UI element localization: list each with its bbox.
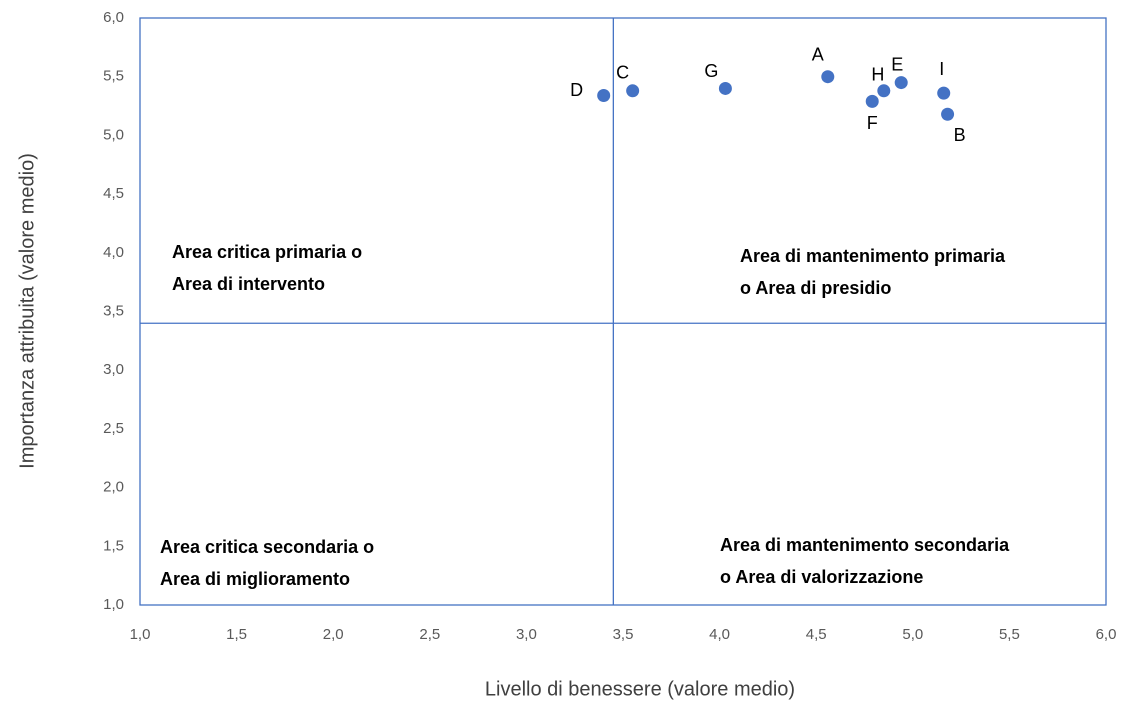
quadrant-label: Area di mantenimento primaria	[740, 246, 1006, 266]
x-tick-label: 3,5	[613, 626, 634, 643]
x-tick-label: 6,0	[1096, 626, 1117, 643]
point-label: F	[867, 113, 878, 133]
point	[821, 70, 835, 84]
point	[937, 86, 951, 100]
quadrant-label: Area di intervento	[172, 274, 325, 294]
y-tick-label: 3,5	[103, 302, 124, 319]
point-label: G	[704, 61, 718, 81]
quadrant-label: Area critica secondaria o	[160, 537, 374, 557]
point-label: I	[939, 59, 944, 79]
point-label: E	[891, 54, 903, 74]
x-tick-label: 3,0	[516, 626, 537, 643]
quadrant-label: Area di miglioramento	[160, 569, 350, 589]
point	[597, 88, 611, 102]
point	[865, 94, 879, 108]
plot-frame	[139, 17, 1107, 606]
point-label: A	[812, 44, 824, 64]
x-tick-label: 2,5	[419, 626, 440, 643]
y-tick-label: 3,0	[103, 361, 124, 378]
y-axis-title: Importanza attribuita (valore medio)	[16, 153, 38, 469]
y-tick-label: 2,0	[103, 479, 124, 496]
x-tick-label: 5,5	[999, 626, 1020, 643]
x-tick-label: 1,5	[226, 626, 247, 643]
y-tick-label: 1,5	[103, 537, 124, 554]
x-tick-label: 4,5	[806, 626, 827, 643]
quadrant-label: Area di mantenimento secondaria	[720, 535, 1010, 555]
y-tick-label: 4,0	[103, 244, 124, 261]
y-tick-label: 2,5	[103, 420, 124, 437]
y-tick-label: 5,5	[103, 68, 124, 85]
point	[894, 76, 908, 90]
quadrant-label: o Area di valorizzazione	[720, 567, 923, 587]
quadrant-label: o Area di presidio	[740, 278, 891, 298]
point-label: C	[616, 63, 629, 83]
point	[626, 84, 640, 98]
x-tick-label: 2,0	[323, 626, 344, 643]
point	[718, 81, 732, 95]
point-label: H	[871, 65, 884, 85]
y-tick-label: 5,0	[103, 126, 124, 143]
quadrant-label: Area critica primaria o	[172, 242, 362, 262]
x-tick-label: 4,0	[709, 626, 730, 643]
y-tick-label: 6,0	[103, 9, 124, 26]
x-tick-label: 1,0	[130, 626, 151, 643]
y-tick-label: 4,5	[103, 185, 124, 202]
point-label: D	[570, 80, 583, 100]
point	[877, 84, 891, 98]
point-label: B	[954, 125, 966, 145]
x-tick-label: 5,0	[902, 626, 923, 643]
x-axis-title: Livello di benessere (valore medio)	[485, 678, 795, 700]
point	[941, 107, 955, 121]
y-tick-label: 1,0	[103, 596, 124, 613]
